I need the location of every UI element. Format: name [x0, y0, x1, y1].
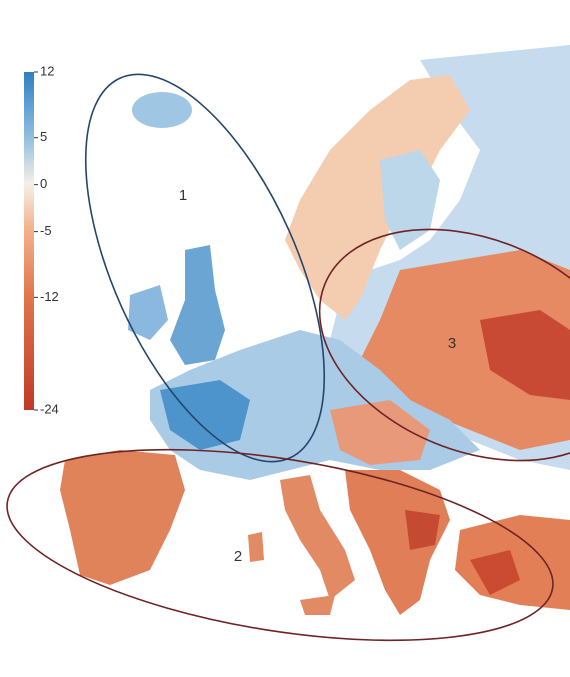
- land-scandinavia: [285, 75, 470, 320]
- region-label: 3: [448, 335, 456, 352]
- land-sardinia: [248, 532, 264, 562]
- colorbar-tick-label: 12: [40, 63, 54, 78]
- land-bulgaria-hot: [405, 510, 440, 550]
- land-france: [160, 380, 250, 450]
- land-italy: [280, 475, 355, 600]
- land-turkey-hot: [470, 550, 520, 595]
- land-balkans: [345, 470, 450, 615]
- colorbar-ticks: 12 5 0 -5 -12 -24: [34, 63, 59, 416]
- region-label: 2: [234, 548, 242, 565]
- land-iberia: [60, 450, 185, 585]
- land-east-warm: [360, 250, 570, 450]
- region-3-outline: [318, 228, 570, 462]
- colorbar-tick-label: 5: [40, 129, 47, 144]
- region-label: 1: [179, 187, 187, 204]
- land-iceland: [132, 92, 192, 128]
- colorbar-tick-label: -5: [40, 223, 52, 238]
- land-balkans-north: [330, 400, 430, 465]
- colorbar-tick-label: -24: [40, 401, 59, 416]
- land-britain: [170, 245, 225, 365]
- land-sicily: [300, 595, 335, 615]
- land-finland: [380, 150, 440, 250]
- land: [60, 45, 570, 615]
- land-ireland: [128, 285, 168, 340]
- colorbar-tick-label: 0: [40, 176, 47, 191]
- colorbar: [24, 72, 34, 410]
- region-outlines: [6, 73, 570, 642]
- region-1-outline: [84, 73, 326, 463]
- colorbar-tick-label: -12: [40, 289, 59, 304]
- land-east-hot: [480, 310, 570, 400]
- region-2-outline: [6, 448, 554, 642]
